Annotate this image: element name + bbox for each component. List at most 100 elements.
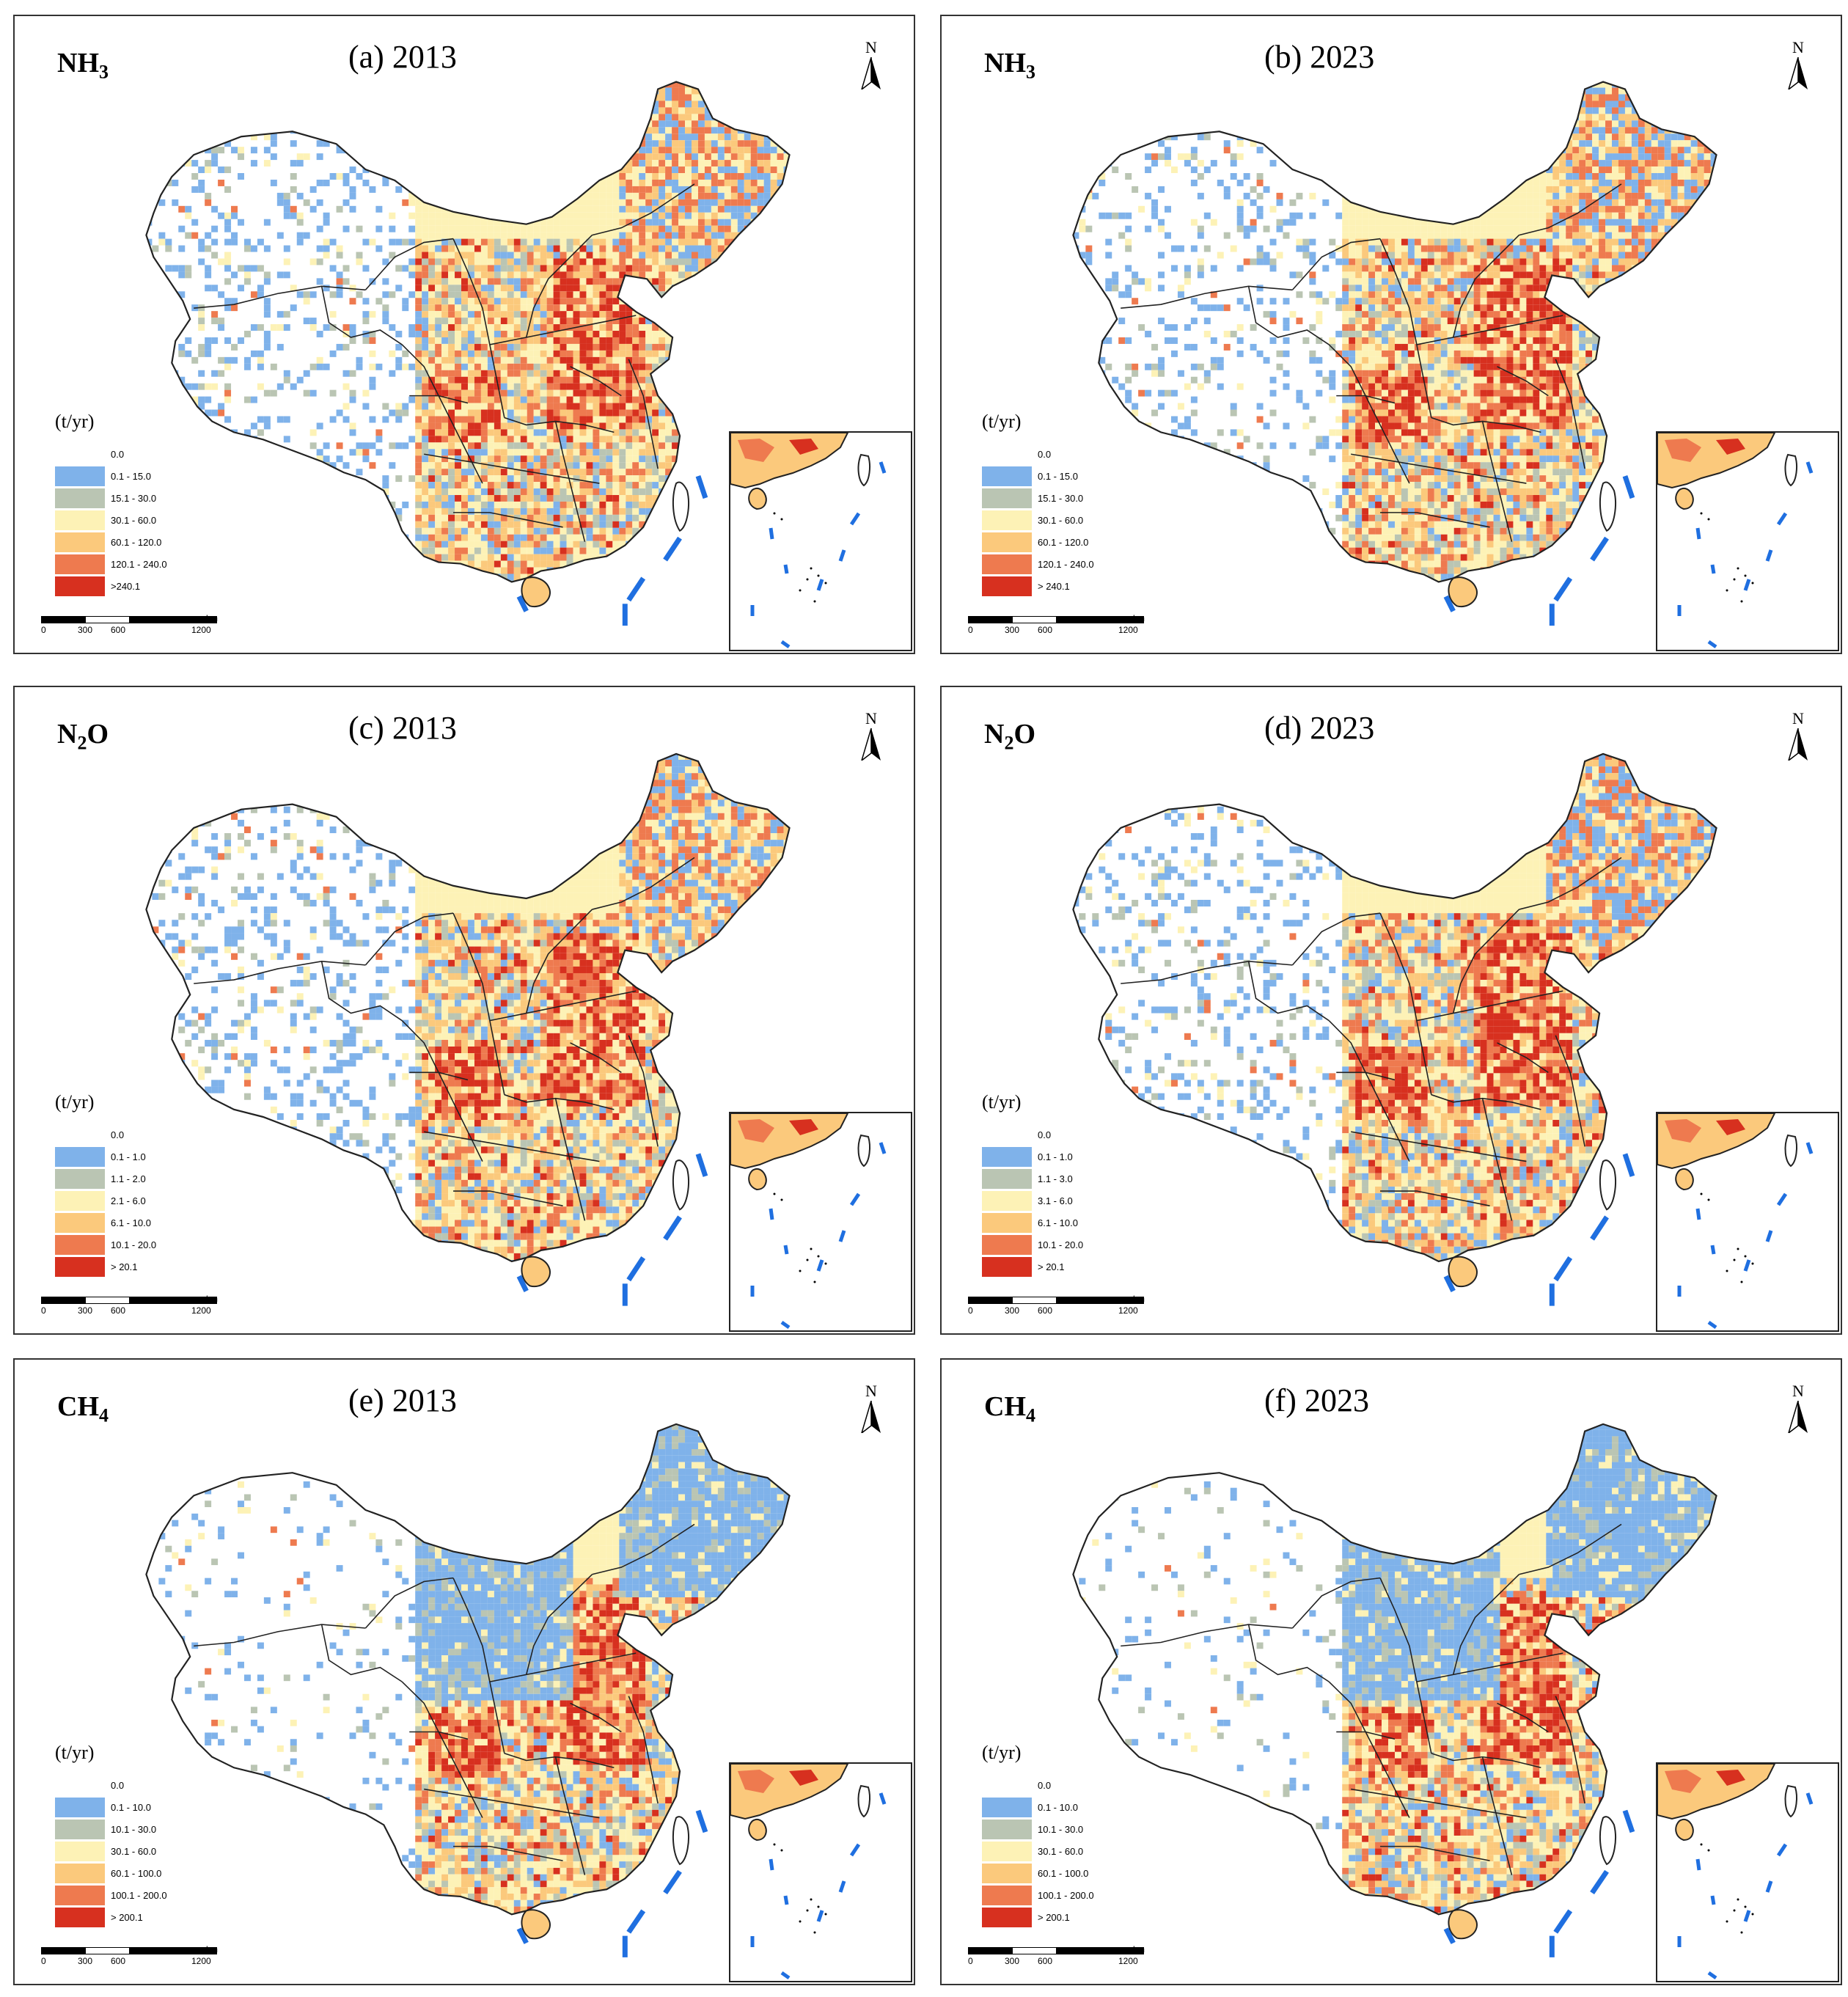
scale-tick: 300 [1005, 1956, 1019, 1966]
legend-item: 0.1 - 15.0 [982, 465, 1094, 487]
province-boundary [1291, 912, 1381, 966]
south-china-sea-inset [1656, 431, 1839, 651]
hainan-island [1448, 1909, 1478, 1940]
province-boundary [364, 912, 454, 966]
province-boundary [1555, 1035, 1585, 1147]
legend-label: 10.1 - 30.0 [111, 1824, 156, 1835]
north-arrow-icon [860, 728, 881, 763]
legend-item: 0.0 [982, 1774, 1094, 1796]
boundary-dash [1443, 595, 1456, 612]
legend-label: 60.1 - 100.0 [111, 1868, 161, 1879]
legend-item: 60.1 - 100.0 [982, 1862, 1094, 1884]
legend-label: 0.0 [111, 1780, 124, 1791]
legend-item: 60.1 - 120.0 [982, 531, 1094, 553]
province-boundary [1380, 512, 1490, 528]
legend-item: 60.1 - 120.0 [55, 531, 167, 553]
legend-item: 15.1 - 30.0 [982, 487, 1094, 509]
province-boundary [592, 857, 695, 910]
scale-bar: 0 300 600 1200 km [41, 613, 218, 635]
legend-label: 6.1 - 10.0 [111, 1217, 151, 1228]
legend-swatch [55, 510, 105, 530]
province-boundary [1121, 285, 1293, 309]
legend-label: > 20.1 [1038, 1261, 1065, 1272]
legend-label: 2.1 - 6.0 [111, 1195, 146, 1206]
boundary-dash [516, 1275, 529, 1292]
province-boundary [424, 1131, 600, 1162]
legend-swatch [982, 532, 1032, 552]
province-boundary [409, 395, 469, 404]
inset-map [1657, 1764, 1814, 1980]
boundary-dash [1622, 1809, 1635, 1833]
hainan-island [1448, 576, 1478, 608]
north-arrow-icon [1787, 1400, 1808, 1435]
scale-tick: 1200 [191, 1956, 211, 1966]
scale-tick: 600 [1038, 1305, 1052, 1316]
legend-label: 60.1 - 120.0 [111, 537, 161, 548]
map-legend: (t/yr) 0.0 0.1 - 15.0 15.1 - 30.0 30.1 - 60.… [982, 411, 1094, 597]
province-boundary [525, 235, 593, 338]
province-boundary [1497, 366, 1549, 397]
province-boundary [364, 238, 454, 290]
legend-label: 0.0 [111, 449, 124, 460]
map-panel-d: N2O (d) 2023 N (t/yr) 0.0 0.1 - 1.0 1.1 - 3.0… [940, 686, 1842, 1335]
map-panel-a: NH3 (a) 2013 N (t/yr) 0.0 0.1 - 15.0 15.1 - 3… [13, 15, 915, 654]
province-boundary [1452, 235, 1519, 338]
boundary-dash [1443, 1927, 1456, 1944]
legend-swatch [55, 532, 105, 552]
legend-item: 60.1 - 100.0 [55, 1862, 167, 1884]
emission-raster [146, 1423, 790, 1915]
legend-swatch [55, 1775, 105, 1795]
north-arrow: N [855, 709, 887, 764]
legend-swatch [982, 466, 1032, 486]
legend-swatch [55, 444, 105, 464]
legend-swatch [55, 1234, 105, 1255]
legend-item: 0.0 [55, 1774, 167, 1796]
north-arrow-icon [1787, 56, 1808, 92]
legend-label: 0.1 - 15.0 [1038, 471, 1078, 482]
panel-title: (d) 2023 [1264, 709, 1374, 747]
north-arrow: N [1782, 1382, 1814, 1437]
legend-swatch [55, 554, 105, 574]
legend-item: 120.1 - 240.0 [982, 553, 1094, 575]
province-boundary [1481, 1098, 1513, 1221]
province-boundary [1452, 1574, 1519, 1675]
legend-item: 30.1 - 60.0 [55, 509, 167, 531]
north-arrow: N [855, 1382, 887, 1437]
legend-swatch [55, 466, 105, 486]
north-arrow: N [855, 38, 887, 93]
boundary-dash [695, 1809, 708, 1833]
legend-swatch [982, 1841, 1032, 1861]
legend-label: 0.0 [1038, 449, 1051, 460]
legend-unit: (t/yr) [982, 1091, 1083, 1113]
province-boundary [1351, 453, 1527, 484]
legend-label: 1.1 - 2.0 [111, 1173, 146, 1184]
scale-tick: 1200 [191, 625, 211, 635]
legend-swatch [982, 510, 1032, 530]
country-outline [1072, 1423, 1717, 1916]
map-panel-f: CH4 (f) 2023 N (t/yr) 0.0 0.1 - 10.0 10.1 - 3… [940, 1358, 1842, 1985]
boundary-dash [663, 536, 682, 562]
inset-map [730, 1764, 887, 1980]
legend-swatch [982, 1819, 1032, 1839]
legend-label: 3.1 - 6.0 [1038, 1195, 1073, 1206]
province-boundary [628, 1035, 659, 1147]
legend-item: 120.1 - 240.0 [55, 553, 167, 575]
gas-label: NH3 [57, 47, 109, 84]
boundary-dash [1622, 475, 1635, 499]
legend-label: 0.0 [1038, 1780, 1051, 1791]
legend-swatch [55, 1168, 105, 1189]
legend-label: > 200.1 [111, 1912, 143, 1923]
north-letter: N [855, 38, 887, 57]
inset-map [1657, 1113, 1814, 1330]
legend-unit: (t/yr) [55, 1091, 156, 1113]
province-boundary [1328, 344, 1410, 484]
gas-label: N2O [984, 718, 1035, 755]
province-boundary [1555, 1696, 1585, 1804]
north-arrow-icon [860, 56, 881, 92]
province-boundary [489, 315, 637, 345]
legend-swatch [55, 1190, 105, 1211]
taiwan-island [1599, 481, 1616, 532]
legend-swatch [982, 576, 1032, 596]
boundary-dash [1590, 1869, 1609, 1894]
legend-unit: (t/yr) [55, 411, 167, 433]
